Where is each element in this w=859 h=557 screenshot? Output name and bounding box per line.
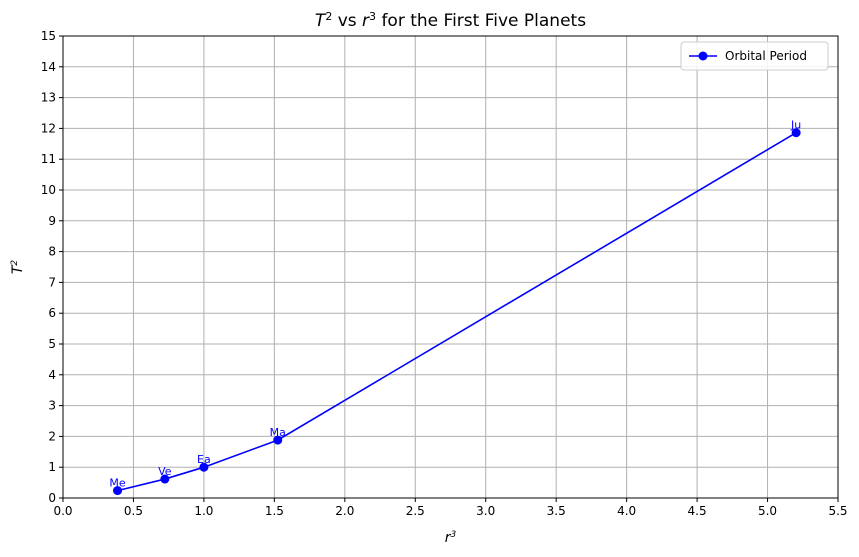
legend: Orbital Period (680, 41, 829, 71)
y-tick-label-13: 13 (41, 91, 56, 105)
point-label-ea: Ea (197, 453, 211, 466)
y-tick-label-2: 2 (48, 429, 56, 443)
y-tick-label-5: 5 (48, 337, 56, 351)
points-group (113, 128, 801, 496)
title-part-5: for the First Five Planets (376, 11, 586, 31)
y-tick-label-7: 7 (48, 275, 56, 289)
x-tick-label-6: 3.0 (476, 504, 495, 518)
y-tick-label-9: 9 (48, 214, 56, 228)
grid (62, 35, 839, 499)
chart-title: T2 vs r3 for the First Five Planets (315, 10, 586, 32)
x-tick-label-4: 2.0 (335, 504, 354, 518)
x-axis-title-sup: 3 (451, 530, 457, 540)
y-tick-label-4: 4 (48, 368, 56, 382)
y-tick-label-6: 6 (48, 306, 56, 320)
y-tick-label-14: 14 (41, 60, 56, 74)
y-tick-label-11: 11 (41, 152, 56, 166)
data-point-me (113, 486, 123, 496)
title-part-0: T (315, 11, 327, 31)
legend-label: Orbital Period (725, 49, 807, 63)
y-axis-title: T2 (10, 260, 26, 275)
y-tick-label-12: 12 (41, 121, 56, 135)
x-tick-label-2: 1.0 (194, 504, 213, 518)
title-part-3: r (362, 11, 370, 31)
point-label-ju: Ju (790, 119, 801, 132)
y-tick-label-0: 0 (48, 491, 56, 505)
y-tick-label-8: 8 (48, 245, 56, 259)
y-tick-label-3: 3 (48, 399, 56, 413)
y-axis-title-sup: 2 (10, 260, 20, 266)
x-tick-label-8: 4.0 (617, 504, 636, 518)
x-tick-label-3: 1.5 (265, 504, 284, 518)
point-label-ma: Ma (270, 426, 286, 439)
x-tick-label-0: 0.0 (53, 504, 72, 518)
legend-box (680, 41, 829, 71)
x-tick-label-9: 4.5 (688, 504, 707, 518)
y-axis-title-base: T (10, 264, 26, 274)
data-point-ma (273, 435, 283, 445)
x-ticks: 0.0 0.5 1.0 1.5 2.0 2.5 3.0 3.5 4.0 4.5 5.0 5.5 (53, 498, 848, 518)
x-axis-title-base: r (445, 530, 452, 546)
data-point-ea (199, 462, 209, 472)
x-tick-label-5: 2.5 (406, 504, 425, 518)
point-label-ve: Ve (158, 465, 172, 478)
title-part-4: 3 (369, 10, 376, 23)
y-tick-label-15: 15 (41, 29, 56, 43)
point-labels-group: Me Ve Ea Ma Ju (109, 119, 801, 490)
x-tick-label-1: 0.5 (124, 504, 143, 518)
data-point-ve (160, 474, 170, 484)
x-axis-title: r3 (445, 530, 457, 546)
y-tick-label-10: 10 (41, 183, 56, 197)
y-tick-label-1: 1 (48, 460, 56, 474)
point-label-me: Me (109, 477, 125, 490)
series-line-0 (117, 132, 797, 492)
data-point-ju (791, 128, 801, 138)
x-tick-label-7: 3.5 (547, 504, 566, 518)
title-part-2: vs (332, 11, 362, 31)
title-part-1: 2 (325, 10, 332, 23)
x-tick-label-10: 5.0 (758, 504, 777, 518)
x-tick-label-11: 5.5 (828, 504, 847, 518)
plot-frame (62, 35, 839, 499)
series-line-group (117, 132, 797, 492)
legend-marker (698, 51, 708, 61)
